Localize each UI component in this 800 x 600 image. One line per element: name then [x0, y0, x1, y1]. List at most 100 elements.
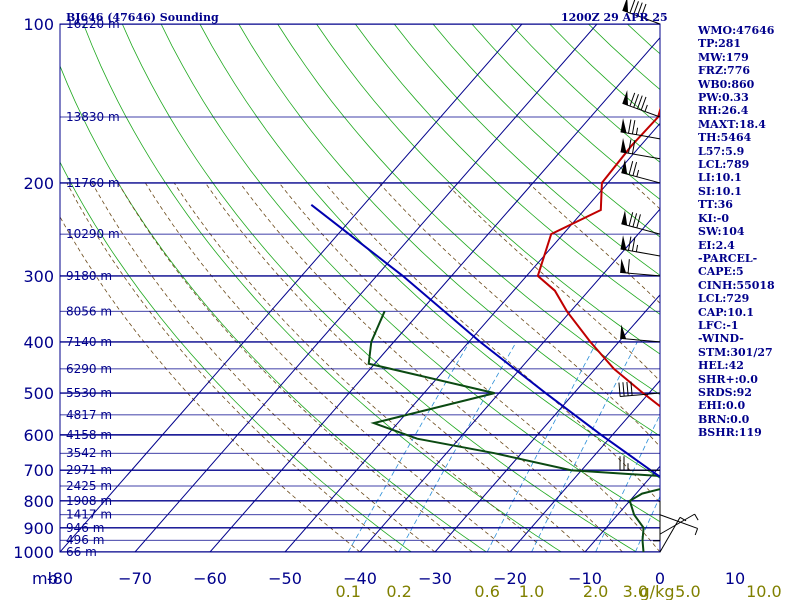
wind-barb — [620, 235, 661, 257]
height-label: 496 m — [66, 533, 104, 547]
wind-barb-half-feather — [644, 104, 648, 112]
wind-barb — [659, 513, 699, 535]
wind-barb-feather — [632, 162, 638, 176]
wind-barb-staff — [620, 392, 661, 398]
height-label: 9180 m — [66, 269, 112, 283]
index-entry: TH:5464 — [698, 131, 752, 145]
index-entry: TT:36 — [698, 198, 733, 212]
index-entry: KI:-0 — [698, 211, 729, 225]
height-label: 2425 m — [66, 479, 112, 493]
pressure-tick-label: 1000 — [13, 543, 54, 562]
mixing-ratio-label: 3.0 — [623, 582, 648, 600]
index-entry: WB0:860 — [698, 77, 755, 91]
height-label: 16220 m — [66, 17, 120, 31]
pressure-tick-label: 700 — [23, 461, 54, 480]
wind-barb-feather — [640, 96, 647, 111]
wind-barb-half-feather — [679, 516, 687, 522]
height-label: 8056 m — [66, 304, 112, 318]
index-entry: BSHR:119 — [698, 426, 762, 440]
index-entry: MAXT:18.4 — [698, 117, 766, 131]
index-entry: WMO:47646 — [698, 24, 775, 37]
height-label: 1908 m — [66, 494, 112, 508]
index-entry: SRDS:92 — [698, 385, 752, 399]
wind-barb-feather — [629, 0, 636, 14]
dry-adiabat — [83, 24, 562, 552]
pressure-tick-label: 100 — [23, 15, 54, 34]
mixing-ratio-label: 0.1 — [335, 582, 360, 600]
series-line-1 — [367, 310, 660, 552]
wind-barb-staff — [659, 517, 681, 553]
height-label: 4158 m — [66, 428, 112, 442]
index-entry: CAP:10.1 — [698, 305, 755, 319]
height-label: 3542 m — [66, 446, 112, 460]
wind-barb-feather — [622, 382, 625, 397]
wind-barb-pennant — [620, 258, 627, 273]
wind-barb-feather — [636, 2, 643, 16]
wind-barb-feather — [627, 236, 632, 251]
wind-barb — [659, 514, 699, 536]
height-label: 946 m — [66, 521, 104, 535]
index-entry: FRZ:776 — [698, 64, 751, 78]
wind-barb — [659, 516, 687, 553]
wind-barb-pennant — [622, 90, 629, 106]
wind-barb-feather — [631, 237, 636, 252]
wind-barb-staff — [621, 223, 661, 235]
index-entry: -WIND- — [698, 332, 744, 346]
wind-barb-half-feather — [694, 528, 699, 536]
moist-adiabat — [117, 182, 473, 552]
isotherm — [284, 122, 660, 552]
wind-barb-staff — [620, 337, 661, 343]
wind-barb — [621, 159, 661, 184]
temperature-tick-label: −40 — [343, 569, 377, 588]
moist-adiabat — [205, 182, 586, 552]
index-entry: RH:26.4 — [698, 104, 749, 118]
temperature-tick-label: -80 — [47, 569, 73, 588]
wind-barb — [620, 138, 661, 160]
wind-barb-feather — [627, 119, 632, 134]
mixing-ratio-label: 0.6 — [474, 582, 499, 600]
wind-barb-feather — [632, 213, 638, 227]
height-label: 7140 m — [66, 335, 112, 349]
wind-barb — [622, 0, 661, 25]
wind-barb-feather — [618, 382, 621, 397]
series-line-0 — [536, 106, 660, 408]
valid-time: 1200Z 29 APR 25 — [561, 11, 668, 24]
wind-barb-feather — [636, 95, 643, 109]
wind-barb-pennant — [620, 118, 627, 133]
mixing-ratio-label: 2.0 — [583, 582, 608, 600]
index-entry: -PARCEL- — [698, 251, 758, 265]
temperature-tick-label: −70 — [118, 569, 152, 588]
dry-adiabat — [160, 24, 660, 523]
index-entry: STM:301/27 — [698, 345, 773, 359]
index-entry: TP:281 — [698, 37, 742, 51]
wind-barb-feather — [628, 212, 634, 226]
height-label: 5530 m — [66, 386, 112, 400]
height-label: 13830 m — [66, 110, 120, 124]
wind-barb-column — [618, 0, 699, 553]
index-entry: CAPE:5 — [698, 265, 744, 279]
isotherm — [134, 24, 598, 552]
height-label: 2971 m — [66, 463, 112, 477]
plot-frame — [59, 23, 661, 553]
wind-barb-pennant — [620, 324, 627, 339]
wind-barb-staff — [621, 172, 661, 184]
wind-barb-half-feather — [635, 127, 639, 135]
wind-barb-feather — [631, 120, 636, 135]
mixing-ratio-line — [486, 341, 598, 552]
wind-barb — [619, 456, 660, 471]
wind-barb-staff — [620, 131, 661, 140]
series-line-2 — [310, 204, 660, 479]
index-entry: PW:0.33 — [698, 91, 749, 105]
moist-adiabat — [445, 182, 660, 382]
moist-adiabat — [173, 182, 548, 552]
wind-barb-half-feather — [636, 169, 640, 177]
pressure-tick-label: 300 — [23, 267, 54, 286]
moist-adiabat — [144, 182, 511, 552]
wind-barb-feather — [628, 161, 634, 175]
temperature-tick-label: 0 — [655, 569, 665, 588]
temperature-tick-label: −20 — [493, 569, 527, 588]
temperature-tick-label: −60 — [193, 569, 227, 588]
height-label: 1417 m — [66, 508, 112, 522]
wind-barb-half-feather — [694, 513, 699, 521]
